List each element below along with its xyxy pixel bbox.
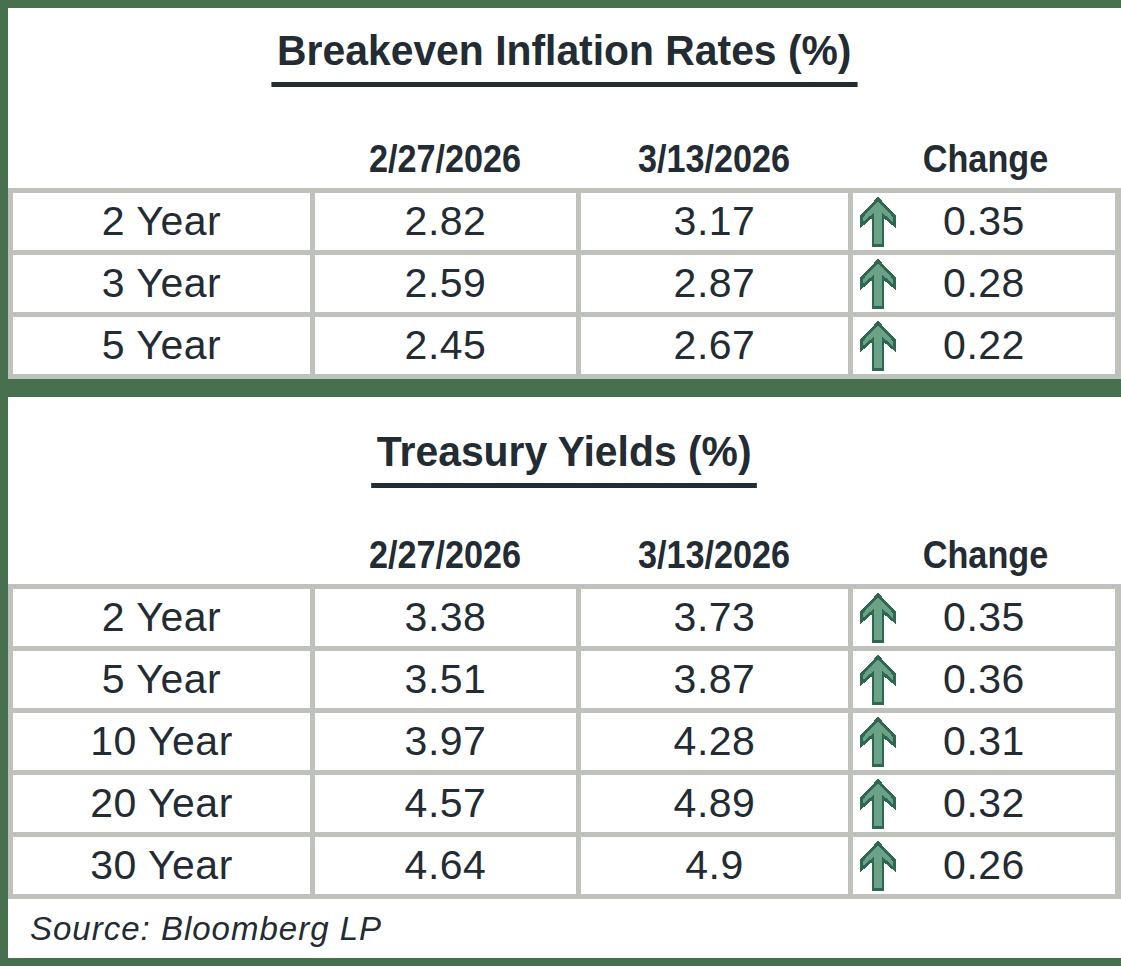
row-label: 2 Year: [13, 589, 310, 646]
row-label: 2 Year: [13, 193, 310, 250]
change-cell: 0.22: [853, 317, 1115, 374]
up-arrow-icon: [860, 197, 896, 247]
table-title: Treasury Yields (%): [371, 427, 757, 488]
value-date1: 4.57: [315, 775, 576, 832]
column-header-date2: 3/13/2026: [592, 140, 837, 180]
change-value: 0.36: [943, 656, 1025, 703]
column-header-change: Change: [864, 536, 1108, 576]
source-note: Source: Bloomberg LP: [30, 910, 382, 948]
change-value: 0.32: [943, 780, 1025, 827]
value-date2: 4.89: [581, 775, 848, 832]
change-cell: 0.32: [853, 775, 1115, 832]
column-header-change: Change: [864, 140, 1108, 180]
change-cell: 0.35: [853, 193, 1115, 250]
change-cell: 0.35: [853, 589, 1115, 646]
table-title: Breakeven Inflation Rates (%): [272, 26, 858, 87]
value-date2: 3.87: [581, 651, 848, 708]
change-cell: 0.36: [853, 651, 1115, 708]
row-label: 10 Year: [13, 713, 310, 770]
treasury-table-grid: 2 Year 3.38 3.73 0.35 5 Year 3.51 3.87 0…: [8, 584, 1121, 899]
change-cell: 0.31: [853, 713, 1115, 770]
up-arrow-icon: [860, 321, 896, 371]
value-date1: 2.82: [315, 193, 576, 250]
row-label: 5 Year: [13, 317, 310, 374]
value-date1: 4.64: [315, 837, 576, 894]
value-date2: 3.73: [581, 589, 848, 646]
value-date2: 2.67: [581, 317, 848, 374]
column-header-date2: 3/13/2026: [592, 536, 837, 576]
breakeven-column-headers: 2/27/2026 3/13/2026 Change: [8, 140, 1121, 188]
up-arrow-icon: [860, 593, 896, 643]
source-row: Source: Bloomberg LP: [8, 899, 1121, 958]
value-date1: 3.38: [315, 589, 576, 646]
row-label: 20 Year: [13, 775, 310, 832]
up-arrow-icon: [860, 717, 896, 767]
column-header-date1: 2/27/2026: [325, 140, 564, 180]
treasury-column-headers: 2/27/2026 3/13/2026 Change: [8, 536, 1121, 584]
treasury-table-header: Treasury Yields (%) 2/27/2026 3/13/2026 …: [8, 397, 1121, 584]
value-date1: 3.51: [315, 651, 576, 708]
breakeven-title-wrap: Breakeven Inflation Rates (%): [8, 8, 1121, 87]
breakeven-table-header: Breakeven Inflation Rates (%) 2/27/2026 …: [8, 8, 1121, 188]
change-value: 0.35: [943, 198, 1025, 245]
change-value: 0.35: [943, 594, 1025, 641]
value-date2: 3.17: [581, 193, 848, 250]
up-arrow-icon: [860, 655, 896, 705]
change-value: 0.26: [943, 842, 1025, 889]
treasury-title-wrap: Treasury Yields (%): [8, 397, 1121, 488]
up-arrow-icon: [860, 779, 896, 829]
value-date2: 2.87: [581, 255, 848, 312]
change-cell: 0.26: [853, 837, 1115, 894]
row-label: 3 Year: [13, 255, 310, 312]
row-label: 5 Year: [13, 651, 310, 708]
rates-tables-panel: Breakeven Inflation Rates (%) 2/27/2026 …: [0, 0, 1121, 966]
change-value: 0.28: [943, 260, 1025, 307]
change-value: 0.22: [943, 322, 1025, 369]
table-separator-band: [8, 379, 1121, 397]
up-arrow-icon: [860, 841, 896, 891]
breakeven-table-grid: 2 Year 2.82 3.17 0.35 3 Year 2.59 2.87 0…: [8, 188, 1121, 379]
value-date2: 4.9: [581, 837, 848, 894]
value-date2: 4.28: [581, 713, 848, 770]
change-value: 0.31: [943, 718, 1025, 765]
change-cell: 0.28: [853, 255, 1115, 312]
column-header-date1: 2/27/2026: [325, 536, 564, 576]
value-date1: 2.59: [315, 255, 576, 312]
value-date1: 2.45: [315, 317, 576, 374]
up-arrow-icon: [860, 259, 896, 309]
row-label: 30 Year: [13, 837, 310, 894]
value-date1: 3.97: [315, 713, 576, 770]
